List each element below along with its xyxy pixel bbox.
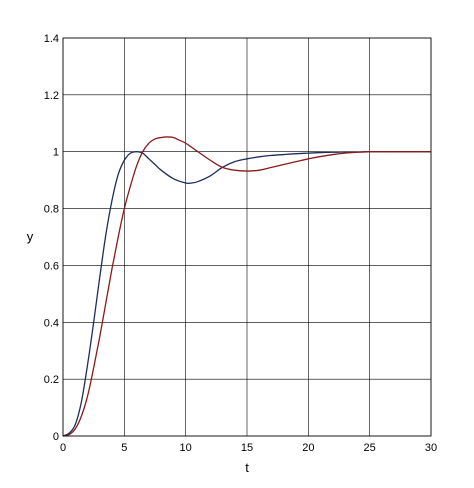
x-axis-label: t xyxy=(245,460,249,475)
y-tick-label: 0.2 xyxy=(44,374,59,386)
x-tick-label: 5 xyxy=(121,442,127,454)
x-tick-label: 10 xyxy=(180,442,192,454)
series-line-2 xyxy=(62,136,431,437)
y-tick-label: 0.6 xyxy=(44,260,59,272)
plot-frame xyxy=(62,37,432,437)
x-tick-labels: 0 5 10 15 20 25 30 xyxy=(60,442,437,454)
y-tick-label: 0.4 xyxy=(44,317,59,329)
y-tick-label: 1.2 xyxy=(44,90,59,102)
y-tick-label: 0 xyxy=(53,431,59,443)
series-line-1 xyxy=(62,151,431,437)
y-tick-label: 1 xyxy=(53,147,59,159)
y-axis-label: y xyxy=(27,229,34,244)
x-tick-label: 0 xyxy=(60,442,66,454)
y-tick-label: 0.8 xyxy=(44,204,59,216)
x-tick-label: 30 xyxy=(425,442,437,454)
y-tick-labels: 0 0.2 0.4 0.6 0.8 1 1.2 1.4 xyxy=(44,33,59,443)
series-group xyxy=(62,136,431,437)
x-tick-label: 25 xyxy=(364,442,376,454)
x-tick-label: 20 xyxy=(302,442,314,454)
y-tick-label: 1.4 xyxy=(44,33,59,45)
x-tick-label: 15 xyxy=(241,442,253,454)
